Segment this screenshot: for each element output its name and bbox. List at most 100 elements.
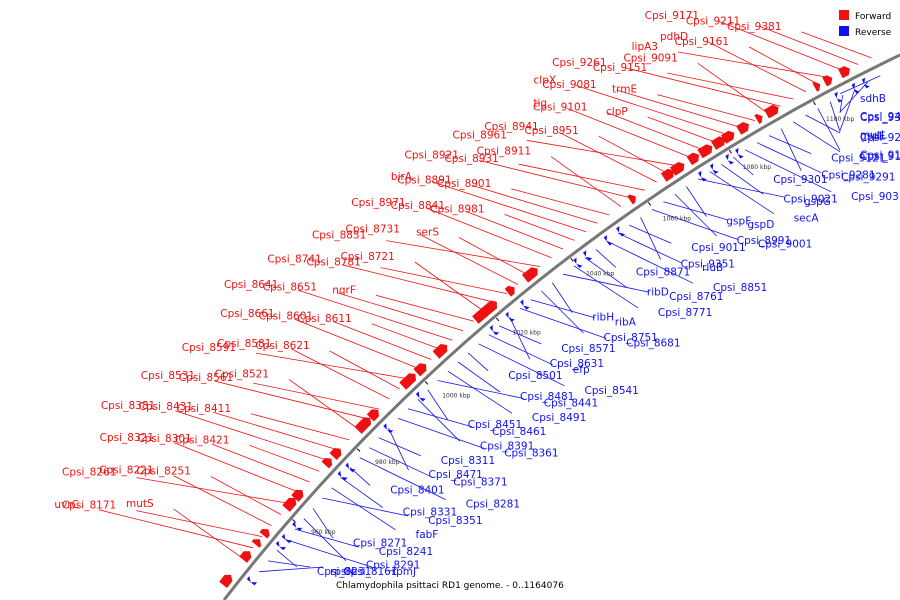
reverse-gene-label[interactable]: Cpsi_8281	[466, 499, 520, 511]
forward-gene-label[interactable]: tig	[533, 97, 547, 109]
forward-gene-label[interactable]: Cpsi_8731	[346, 224, 400, 236]
reverse-gene-label[interactable]: Cpsi_8491	[532, 412, 586, 424]
forward-gene-label[interactable]: trmE	[612, 84, 637, 96]
reverse-gene-label[interactable]: Cpsi_8311	[441, 455, 495, 467]
forward-gene-label[interactable]: Cpsi_9261	[552, 57, 606, 69]
reverse-gene-label[interactable]: Cpsi_8501	[508, 370, 562, 382]
reverse-gene-label[interactable]: Cpsi_8371	[453, 477, 507, 489]
forward-gene-label[interactable]: Cpsi_9151	[593, 62, 647, 74]
forward-gene-label[interactable]: clpX	[534, 75, 557, 87]
reverse-gene-label[interactable]: Cpsi_8681	[626, 337, 680, 349]
forward-gene-label[interactable]: serS	[416, 227, 439, 239]
forward-gene-label[interactable]: nqrF	[332, 284, 356, 296]
reverse-gene-label[interactable]: Cpsi_9361	[860, 112, 900, 124]
forward-gene-label[interactable]: birA	[391, 171, 413, 183]
forward-gene-label[interactable]: Cpsi_8941	[484, 121, 538, 133]
reverse-gene-label[interactable]: Cpsi_8161	[343, 566, 397, 578]
forward-gene-label[interactable]: Cpsi_8661	[220, 308, 274, 320]
forward-gene-label[interactable]: Cpsi_9161	[675, 36, 729, 48]
reverse-gene-label[interactable]: ribD	[647, 287, 669, 299]
forward-gene-label[interactable]: Cpsi_8921	[405, 149, 459, 161]
forward-gene-label[interactable]: mutS	[126, 498, 154, 510]
reverse-gene-label[interactable]: Cpsi_9351	[681, 258, 735, 270]
reverse-gene-label[interactable]: Cpsi_9181	[860, 149, 900, 161]
reverse-gene-label[interactable]: Cpsi_8351	[428, 515, 482, 527]
forward-gene-label[interactable]: Cpsi_8651	[263, 282, 317, 294]
forward-gene-label[interactable]: Cpsi_8591	[182, 342, 236, 354]
forward-gene-label[interactable]: Cpsi_9081	[542, 79, 596, 91]
reverse-gene-label[interactable]: Cpsi_8451	[468, 419, 522, 431]
reverse-gene-label[interactable]: ribA	[615, 317, 637, 329]
reverse-gene-label[interactable]: rluB	[702, 262, 723, 274]
forward-gene-label[interactable]: Cpsi_8961	[453, 129, 507, 141]
reverse-gene-label[interactable]: Cpsi_9031	[851, 191, 900, 203]
forward-gene-label[interactable]: Cpsi_8431	[139, 401, 193, 413]
reverse-gene-label[interactable]: Cpsi_8401	[390, 485, 444, 497]
reverse-gene-label[interactable]: Cpsi_9121	[831, 153, 885, 165]
reverse-gene-label[interactable]: Cpsi_8291	[366, 560, 420, 572]
forward-gene-label[interactable]: Cpsi_8171	[62, 500, 116, 512]
forward-gene-label[interactable]: Cpsi_8411	[177, 403, 231, 415]
forward-gene-label[interactable]: Cpsi_8301	[137, 433, 191, 445]
forward-gene-label[interactable]: Cpsi_8911	[477, 146, 531, 158]
forward-gene-label[interactable]: Cpsi_8521	[215, 369, 269, 381]
reverse-gene-label[interactable]: gspD	[747, 219, 774, 231]
reverse-gene-label[interactable]: Cpsi_8751	[604, 332, 658, 344]
forward-gene-label[interactable]: Cpsi_8841	[391, 200, 445, 212]
reverse-gene-label[interactable]: secA	[794, 213, 820, 225]
forward-gene-label[interactable]: Cpsi_8831	[312, 230, 366, 242]
forward-gene-label[interactable]: Cpsi_8531	[141, 370, 195, 382]
reverse-gene-label[interactable]: Cpsi_8541	[585, 385, 639, 397]
forward-gene-label[interactable]: Cpsi_9211	[686, 16, 740, 28]
forward-gene-label[interactable]: Cpsi_8721	[340, 251, 394, 263]
reverse-gene-label[interactable]: ribH	[592, 312, 614, 324]
reverse-gene-label[interactable]: Cpsi_8231	[317, 566, 371, 578]
forward-gene-label[interactable]: Cpsi_8611	[297, 313, 351, 325]
reverse-gene-label[interactable]: Cpsi_8991	[737, 235, 791, 247]
reverse-gene-label[interactable]: Cpsi_9001	[758, 239, 812, 251]
reverse-gene-label[interactable]: Cpsi_9271	[860, 132, 900, 144]
forward-gene-label[interactable]: uvrC	[54, 499, 79, 511]
forward-gene-label[interactable]: clpP	[606, 106, 628, 118]
forward-gene-label[interactable]: Cpsi_8891	[397, 174, 451, 186]
forward-gene-label[interactable]: Cpsi_8561	[179, 372, 233, 384]
reverse-gene-label[interactable]: rpmJ	[392, 566, 416, 578]
forward-gene-label[interactable]: Cpsi_9381	[727, 21, 781, 33]
reverse-gene-label[interactable]: Cpsi_8761	[669, 291, 723, 303]
reverse-gene-label[interactable]: Cpsi_9021	[783, 193, 837, 205]
reverse-gene-label[interactable]: Cpsi_8391	[480, 440, 534, 452]
forward-gene-label[interactable]: Cpsi_8601	[259, 311, 313, 323]
reverse-gene-label[interactable]: Cpsi_8481	[520, 391, 574, 403]
forward-gene-label[interactable]: Cpsi_8251	[137, 466, 191, 478]
reverse-gene-label[interactable]: rpsN	[330, 566, 354, 578]
reverse-gene-label[interactable]: Cpsi_8471	[429, 469, 483, 481]
forward-gene-label[interactable]: Cpsi_8321	[100, 432, 154, 444]
forward-gene-label[interactable]: Cpsi_8951	[524, 125, 578, 137]
reverse-gene-label[interactable]: Cpsi_8771	[658, 307, 712, 319]
reverse-gene-label[interactable]: mutL	[860, 130, 887, 142]
reverse-gene-label[interactable]: Cpsi_8271	[353, 537, 407, 549]
reverse-gene-label[interactable]: Cpsi_8631	[550, 358, 604, 370]
forward-gene-label[interactable]: Cpsi_8741	[267, 254, 321, 266]
reverse-gene-label[interactable]: Cpsi_8241	[379, 546, 433, 558]
reverse-gene-label[interactable]: gspF	[726, 216, 751, 228]
reverse-gene-label[interactable]: sdhB	[860, 93, 886, 105]
reverse-gene-label[interactable]: Cpsi_9281	[821, 170, 875, 182]
forward-gene-label[interactable]: Cpsi_9091	[623, 52, 677, 64]
forward-gene-label[interactable]: Cpsi_8621	[255, 340, 309, 352]
forward-gene-label[interactable]: Cpsi_8221	[99, 465, 153, 477]
reverse-gene-label[interactable]: efp	[573, 364, 590, 376]
reverse-gene-label[interactable]: Cpsi_8461	[492, 426, 546, 438]
reverse-gene-label[interactable]: Cpsi_9011	[691, 242, 745, 254]
reverse-gene-label[interactable]: gspG	[804, 196, 831, 208]
forward-gene-label[interactable]: lipA3	[632, 41, 658, 53]
reverse-gene-label[interactable]: Cpsi_9131	[860, 151, 900, 163]
forward-gene-label[interactable]: Cpsi_9101	[533, 102, 587, 114]
reverse-gene-label[interactable]: Cpsi_8331	[403, 507, 457, 519]
reverse-gene-label[interactable]: Cpsi_9301	[773, 174, 827, 186]
reverse-gene-label[interactable]: Cpsi_8571	[561, 343, 615, 355]
forward-gene-label[interactable]: Cpsi_8421	[175, 434, 229, 446]
reverse-gene-label[interactable]: Cpsi_9291	[841, 172, 895, 184]
reverse-gene-label[interactable]: fabF	[416, 529, 439, 541]
forward-gene-label[interactable]: pdhD	[660, 31, 688, 43]
